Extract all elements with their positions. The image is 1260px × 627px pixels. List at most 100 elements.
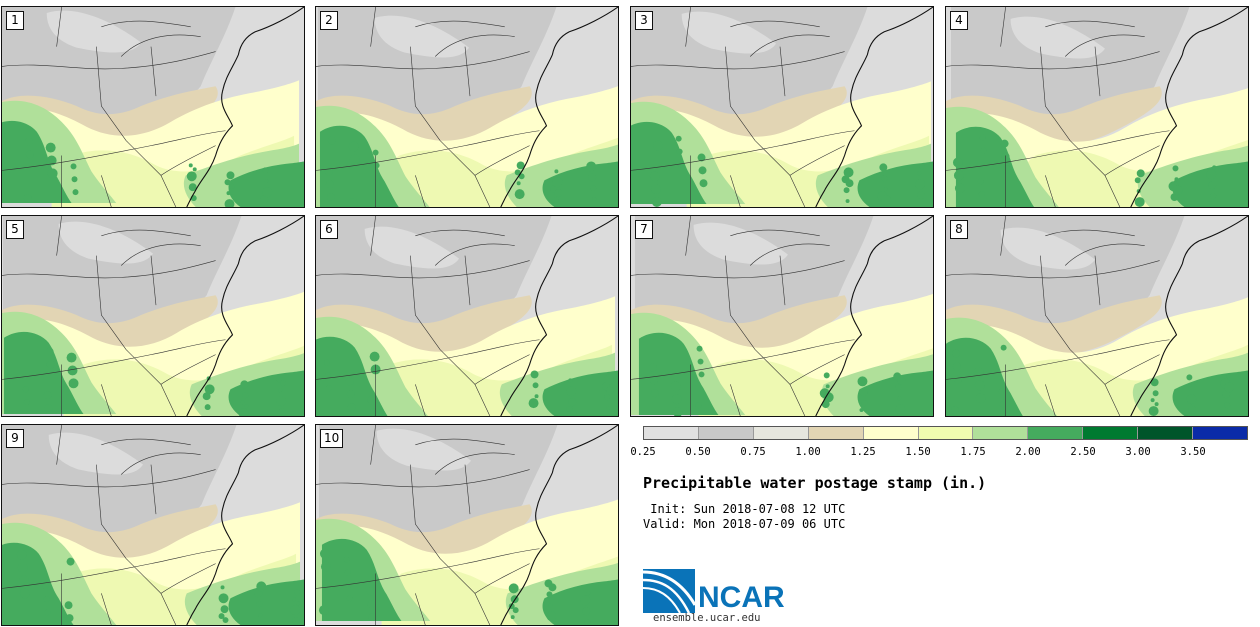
state-boundary [101,593,112,625]
member-label: 8 [950,220,968,239]
member-panel-6: 6 [315,215,619,417]
coastline [186,216,304,416]
pw-map [946,7,1248,207]
colorbar-swatch-1 [698,427,754,439]
pw-speckle [825,384,830,389]
pw-speckle [262,187,273,198]
pw-speckle [220,605,229,614]
pw-field-2 [364,226,460,269]
pw-speckle [327,136,336,145]
pw-speckle [651,197,662,207]
pw-speckle [368,408,379,416]
state-boundary [946,130,1170,171]
state-boundary [439,349,530,385]
pw-speckle [510,615,515,620]
pw-speckle [226,171,235,180]
pw-speckle [883,187,888,192]
colorbar-tick-6: 1.75 [960,446,986,458]
coastline [1130,7,1248,207]
pw-speckle [260,195,269,204]
colorbar-tick-2: 0.75 [740,446,766,458]
pw-speckle [294,589,301,596]
pw-speckle [22,386,29,393]
pw-speckle [44,404,53,413]
pw-speckle [45,347,54,356]
coastline [500,216,618,416]
pw-speckle [347,403,356,412]
pw-speckle [43,391,52,400]
state-boundary [464,255,471,306]
pw-field-8 [631,121,707,205]
coastline [500,7,618,207]
pw-speckle [649,171,660,182]
pw-speckle [952,157,963,168]
pw-speckle [588,173,597,182]
pw-speckle [675,135,682,142]
pw-speckle [980,147,987,154]
colorbar-tick-10: 3.50 [1180,446,1206,458]
pw-map [946,216,1248,416]
coastline [815,216,933,416]
pw-speckle [292,617,301,625]
state-boundary [120,34,201,57]
pw-speckle [1000,344,1007,351]
pw-speckle [65,614,74,623]
state-boundary [410,46,441,141]
pw-field-9 [228,161,304,207]
state-boundary [631,130,855,171]
ncar-url: ensemble.ucar.edu [653,612,761,624]
pw-speckle [566,386,577,397]
coastline [1130,216,1248,416]
pw-speckle [586,591,591,596]
pw-speckle [349,154,360,165]
state-boundary [150,255,157,306]
state-boundary [1064,243,1145,266]
pw-speckle [697,358,704,365]
state-boundary [730,175,741,207]
colorbar-swatch-10 [1193,427,1247,439]
pw-speckle [1136,169,1145,178]
pw-speckle [881,195,892,206]
pw-speckle [1224,402,1231,409]
pw-speckle [1170,193,1179,202]
pw-speckle [532,382,539,389]
state-boundary [1045,384,1056,416]
pw-speckle [71,176,78,183]
pw-speckle [1150,378,1159,387]
pw-speckle [21,373,28,380]
pw-speckle [47,168,58,179]
pw-speckle [66,352,77,363]
state-boundary [1094,46,1101,97]
pw-speckle [1172,185,1183,196]
member-label: 7 [635,220,653,239]
pw-speckle [954,183,965,194]
colorbar-swatch-0 [644,427,699,439]
colorbar-swatch-8 [1083,427,1139,439]
state-boundary [96,464,127,559]
pw-speckle [552,177,563,188]
pw-speckle [950,406,959,415]
pw-speckle [292,597,297,602]
state-boundary [415,175,426,207]
state-boundary [439,558,530,594]
pw-speckle [323,359,330,366]
pw-speckle [46,155,57,166]
pw-speckle [514,189,525,200]
pw-speckle [1186,374,1193,381]
state-boundary [1045,229,1135,237]
pw-speckle [224,179,231,186]
state-boundary [2,339,226,380]
pw-speckle [919,163,926,170]
pw-field-8 [638,332,719,416]
pw-speckle [604,394,611,401]
pw-speckle [240,380,249,389]
pw-speckle [374,175,381,182]
colorbar-tick-7: 2.00 [1015,446,1041,458]
pw-speckle [348,141,359,152]
pw-speckle [998,388,1005,395]
pw-speckle [977,178,984,185]
pw-speckle [67,365,78,376]
pw-field-2 [58,221,153,264]
pw-speckle [1222,390,1231,399]
state-boundary [120,243,201,266]
